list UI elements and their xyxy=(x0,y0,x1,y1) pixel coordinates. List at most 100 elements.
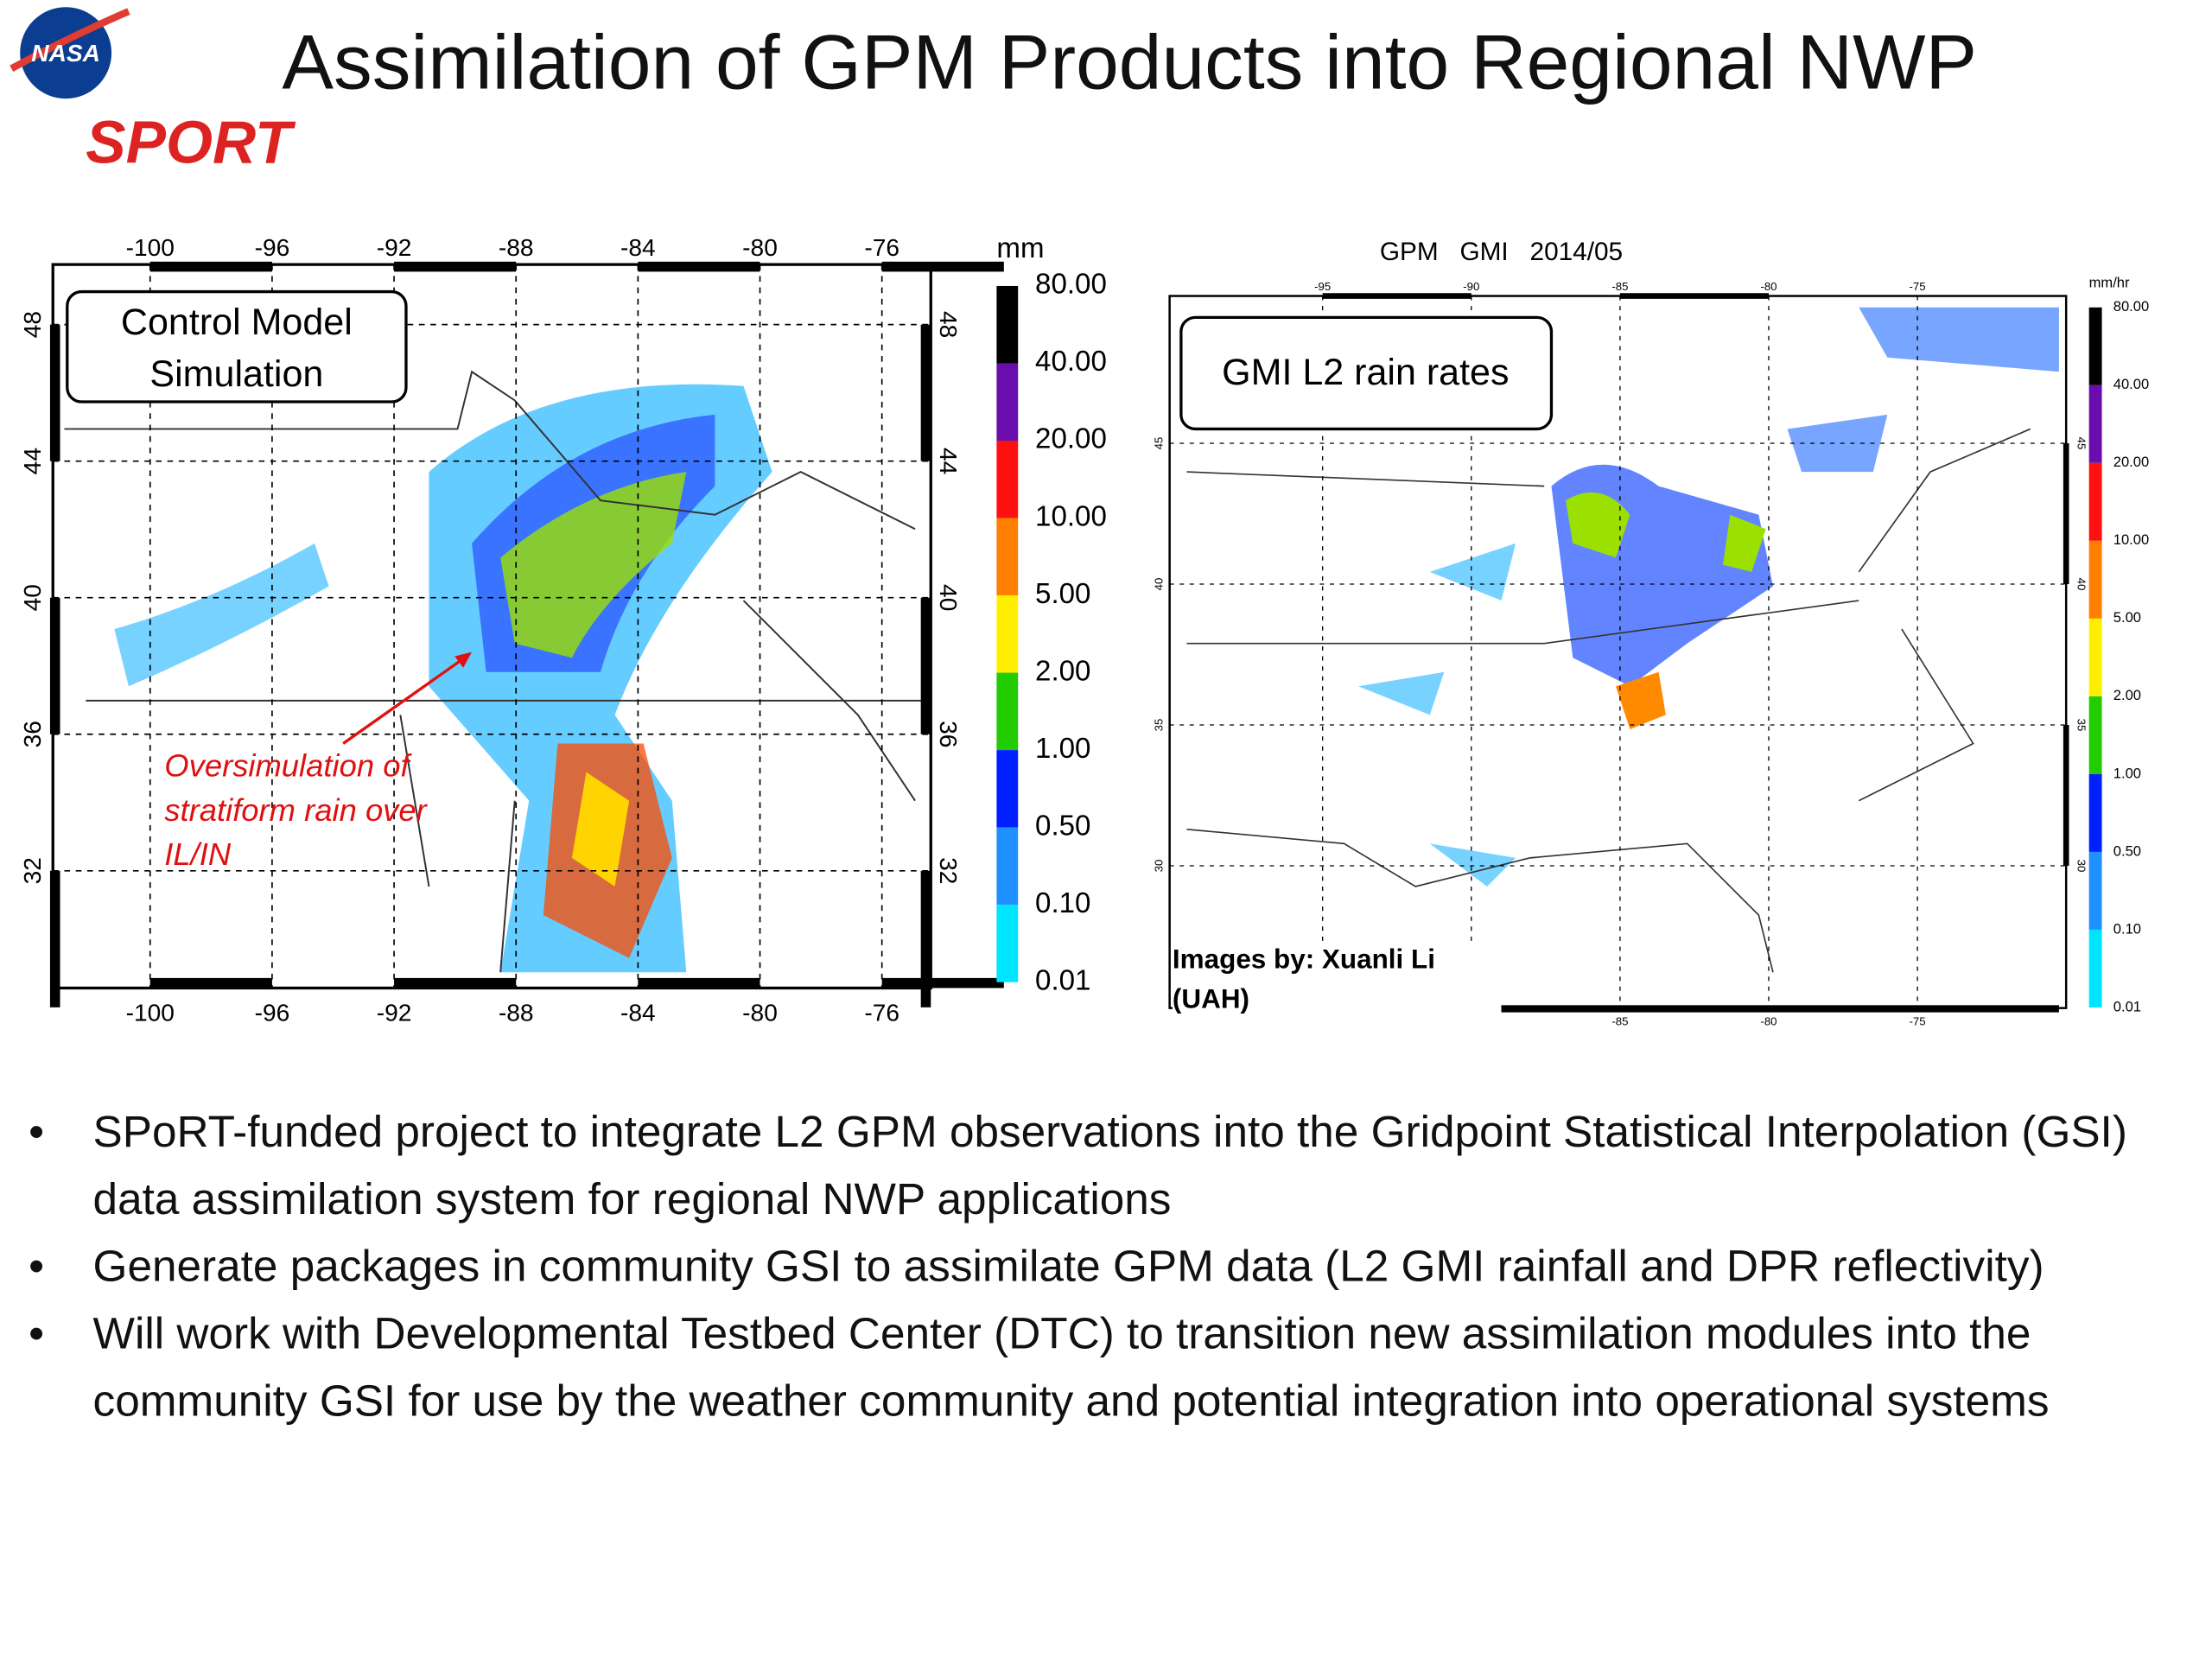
axis-bar xyxy=(2063,442,2069,584)
bullet-list: SPoRT-funded project to integrate L2 GPM… xyxy=(29,1098,2188,1434)
axis-bar xyxy=(638,261,760,272)
colorbar-label: 10.00 xyxy=(2113,531,2149,548)
lon-tick-label: -80 xyxy=(1760,280,1777,293)
map-header: GPM GMI 2014/05 xyxy=(1380,238,1623,266)
lon-tick-label: -80 xyxy=(1760,1014,1777,1027)
lon-tick-label: -75 xyxy=(1910,280,1926,293)
nasa-logo: NASA xyxy=(10,7,130,99)
lon-tick-label: -95 xyxy=(1314,280,1331,293)
axis-bar xyxy=(920,324,931,461)
axis-bar xyxy=(149,261,272,272)
colorbar-segment xyxy=(2088,929,2102,1007)
lat-tick-label: 48 xyxy=(19,311,46,338)
lon-tick-label: -88 xyxy=(499,1000,534,1027)
lat-tick-label: 32 xyxy=(19,857,46,884)
lat-tick-label: 35 xyxy=(1152,719,1165,732)
axis-bar xyxy=(1322,293,1471,299)
colorbar-segment xyxy=(2088,618,2102,696)
lon-tick-label: -76 xyxy=(864,234,899,261)
colorbar-segment xyxy=(2088,851,2102,930)
logo-text: NASA xyxy=(31,40,100,67)
colorbar-segment xyxy=(2088,696,2102,774)
credit: Images by: Xuanli Li (UAH) xyxy=(1172,940,1502,1021)
sport-logo: SPORT xyxy=(86,109,296,176)
axis-bar xyxy=(1619,293,1769,299)
colorbar-label: 0.01 xyxy=(2113,998,2141,1014)
lat-tick-label: 40 xyxy=(19,584,46,611)
annotation-arrow xyxy=(342,652,473,745)
lon-tick-label: -85 xyxy=(1611,1014,1628,1027)
lon-tick-label: -84 xyxy=(620,1000,656,1027)
colorbar-label: 80.00 xyxy=(1035,269,1107,301)
colorbar-label: 10.00 xyxy=(1035,500,1107,532)
colorbar-label: 0.10 xyxy=(2113,920,2141,937)
colorbar-segment xyxy=(2088,773,2102,852)
colorbar-segment xyxy=(996,827,1019,906)
colorbar-label: 20.00 xyxy=(1035,423,1107,455)
lon-tick-label: -100 xyxy=(126,1000,175,1027)
lat-tick-label: 48 xyxy=(935,311,962,338)
lat-tick-label: 32 xyxy=(935,857,962,884)
axis-bar xyxy=(394,977,517,988)
bullet: Generate packages in community GSI to as… xyxy=(29,1232,2188,1300)
colorbar-segment xyxy=(996,518,1019,596)
colorbar-segment xyxy=(996,285,1019,364)
axis-bar xyxy=(394,261,517,272)
colorbar-label: 0.50 xyxy=(2113,842,2141,859)
axis-bar xyxy=(2063,724,2069,866)
lat-tick-label: 30 xyxy=(2075,860,2088,873)
axis-bar xyxy=(149,977,272,988)
lon-tick-label: -80 xyxy=(742,1000,778,1027)
axis-bar xyxy=(49,870,60,1007)
bullet: SPoRT-funded project to integrate L2 GPM… xyxy=(29,1098,2188,1233)
bullet: Will work with Developmental Testbed Cen… xyxy=(29,1300,2188,1434)
lat-tick-label: 30 xyxy=(1152,860,1165,873)
colorbar-label: 20.00 xyxy=(2113,454,2149,470)
lon-tick-label: -96 xyxy=(255,1000,290,1027)
lat-tick-label: 36 xyxy=(19,721,46,747)
colorbar-segment xyxy=(996,672,1019,751)
lon-tick-label: -90 xyxy=(1463,280,1479,293)
axis-bar xyxy=(638,977,760,988)
colorbar-label: 2.00 xyxy=(1035,655,1090,687)
lat-tick-label: 40 xyxy=(2075,578,2088,591)
colorbar-segment xyxy=(996,441,1019,518)
lat-tick-label: 40 xyxy=(935,584,962,611)
right-colorbar: mm/hr 80.00 40.00 20.00 10.00 5.00 2.00 1.00 0.5… xyxy=(2089,275,2150,1015)
axis-bar xyxy=(881,261,1004,272)
left-label-box: Control Model Simulation xyxy=(66,289,408,404)
colorbar-segment xyxy=(2088,462,2102,541)
colorbar-label: 0.01 xyxy=(1035,964,1090,996)
colorbar-label: 1.00 xyxy=(2113,765,2141,781)
left-colorbar: mm 80.00 40.00 20.00 10.00 5.00 2.00 1.00 0.50 0.… xyxy=(996,232,1106,997)
lon-tick-label: -85 xyxy=(1611,280,1628,293)
axis-bar xyxy=(1486,1005,2059,1013)
colorbar-segment xyxy=(2088,307,2102,385)
lat-tick-label: 45 xyxy=(1152,437,1165,450)
lon-tick-label: -76 xyxy=(864,1000,899,1027)
lon-tick-label: -80 xyxy=(742,234,778,261)
colorbar-label: 5.00 xyxy=(1035,578,1090,610)
lat-tick-label: 45 xyxy=(2075,437,2088,450)
lat-tick-label: 44 xyxy=(935,448,962,474)
lon-tick-label: -100 xyxy=(126,234,175,261)
annotation: Oversimulation of stratiform rain over I… xyxy=(164,747,427,873)
colorbar-unit: mm/hr xyxy=(2089,275,2130,291)
map-label: Control Model Simulation xyxy=(120,299,353,394)
axis-bar xyxy=(49,324,60,461)
lat-tick-label: 35 xyxy=(2075,719,2088,732)
lon-tick-label: -92 xyxy=(377,234,412,261)
colorbar-segment xyxy=(996,750,1019,828)
colorbar-segment xyxy=(2088,540,2102,619)
lon-tick-label: -88 xyxy=(499,234,534,261)
colorbar-unit: mm xyxy=(996,232,1044,264)
slide-title: Assimilation of GPM Products into Region… xyxy=(282,20,1978,106)
colorbar-label: 1.00 xyxy=(1035,733,1090,765)
colorbar-label: 40.00 xyxy=(2113,376,2149,392)
right-label-box: GMI L2 rain rates xyxy=(1179,315,1554,431)
colorbar-label: 2.00 xyxy=(2113,687,2141,703)
lon-tick-label: -75 xyxy=(1910,1014,1926,1027)
axis-bar xyxy=(881,977,1004,988)
